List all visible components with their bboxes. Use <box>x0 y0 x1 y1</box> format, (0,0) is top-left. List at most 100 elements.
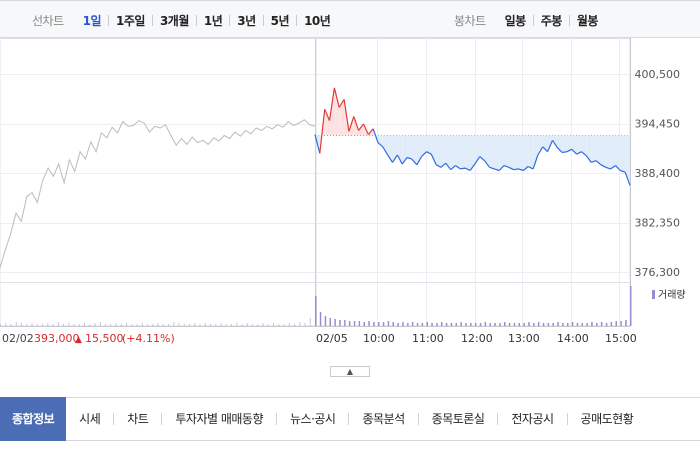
volume-bar <box>178 323 180 326</box>
volume-bar <box>36 324 38 326</box>
period-weekly[interactable]: 주봉 <box>540 13 563 28</box>
price-fill-segment <box>382 135 388 155</box>
divider <box>195 14 197 26</box>
today-line-segment <box>566 148 573 153</box>
chart-toolbar: 선차트 1일 1주일 3개월 1년 3년 5년 10년 봉차트 일봉 주봉 월봉 <box>0 0 700 38</box>
volume-bar <box>489 323 491 326</box>
today-line-segment <box>620 169 626 173</box>
tab-analysis[interactable]: 종목분석 <box>362 412 405 426</box>
volume-bar <box>315 296 317 326</box>
price-fill-segment <box>528 135 534 169</box>
volume-bar <box>21 323 22 326</box>
price-fill-segment <box>513 135 519 170</box>
volume-bar <box>294 324 295 326</box>
divider <box>161 413 163 425</box>
chart-grid <box>0 38 631 327</box>
volume-bar <box>278 324 280 326</box>
price-fill-segment <box>474 135 480 164</box>
candle-chart-label: 봉차트 <box>454 13 486 28</box>
price-fill-segment <box>571 135 577 155</box>
volume-bar <box>581 323 583 326</box>
volume-bar <box>373 322 375 326</box>
line-chart-label: 선차트 <box>32 13 64 28</box>
today-line-segment <box>479 156 485 162</box>
period-3y[interactable]: 3년 <box>237 13 256 28</box>
price-fill-segment <box>324 109 330 136</box>
period-10y[interactable]: 10년 <box>304 13 331 28</box>
tab-chart[interactable]: 차트 <box>127 412 149 426</box>
volume-bar <box>547 323 550 326</box>
volume-bar <box>470 323 472 326</box>
volume-bar <box>299 322 301 326</box>
price-fill-segment <box>600 135 606 168</box>
volume-bar <box>523 323 525 326</box>
today-line-segment <box>382 146 389 156</box>
period-1d[interactable]: 1일 <box>82 13 102 28</box>
volume-bar <box>344 320 346 326</box>
today-line-segment <box>440 162 447 168</box>
volume-bar <box>450 323 453 326</box>
volume-bar <box>528 322 530 326</box>
today-line-segment <box>367 128 374 135</box>
today-line-segment <box>474 156 481 165</box>
volume-bar <box>199 324 201 326</box>
price-fill-segment <box>334 87 340 136</box>
today-line-segment <box>527 165 534 170</box>
today-line-segment <box>523 166 529 171</box>
price-fill-segment <box>504 135 509 168</box>
price-chart: 400,500 394,450 388,400 382,350 376,300 02/0… <box>0 38 700 348</box>
tab-discussion[interactable]: 종목토론실 <box>431 412 485 426</box>
volume-bar <box>387 321 390 326</box>
today-line-segment <box>581 151 587 157</box>
price-fill-segment <box>319 109 325 154</box>
collapse-chart-button[interactable]: ▲ <box>330 366 370 377</box>
volume-bar <box>42 324 43 326</box>
period-5y[interactable]: 5년 <box>270 13 290 28</box>
tab-news[interactable]: 뉴스·공시 <box>290 412 336 426</box>
volume-bar <box>436 323 438 326</box>
period-3m[interactable]: 3개월 <box>159 13 189 28</box>
tab-quotes[interactable]: 시세 <box>79 412 101 426</box>
today-line-segment <box>464 167 471 172</box>
today-line-segment <box>353 116 360 131</box>
price-fill-areas <box>315 87 630 186</box>
volume-bar <box>625 320 627 326</box>
today-line-segment <box>430 153 437 166</box>
price-fill-segment <box>489 135 495 169</box>
info-change-pct: (+4.11%) <box>122 332 175 345</box>
period-monthly[interactable]: 월봉 <box>576 13 599 28</box>
today-line-segment <box>591 160 597 163</box>
period-1y[interactable]: 1년 <box>203 13 223 28</box>
volume-bar <box>173 322 175 326</box>
period-1w[interactable]: 1주일 <box>116 13 145 28</box>
volume-bar <box>267 324 269 326</box>
price-fill-segment <box>392 135 398 163</box>
volume-bar <box>304 323 306 326</box>
y-tick-label: 382,350 <box>635 217 681 230</box>
volume-bar <box>445 323 448 326</box>
volume-bar <box>262 323 264 326</box>
volume-bar <box>57 322 59 326</box>
price-fill-segment <box>605 135 611 169</box>
price-fill-segment <box>339 99 345 136</box>
divider <box>348 413 350 425</box>
price-fill-segment <box>523 135 529 171</box>
today-line-segment <box>396 154 403 165</box>
volume-bar <box>147 324 148 326</box>
today-line-segment <box>387 154 394 163</box>
volume-bar <box>382 322 385 326</box>
tab-overview[interactable]: 종합정보 <box>0 397 67 441</box>
tab-disclosure[interactable]: 전자공시 <box>511 412 554 426</box>
period-daily[interactable]: 일봉 <box>504 13 527 28</box>
today-line-segment <box>508 166 514 171</box>
divider <box>417 413 419 425</box>
price-fill-segment <box>460 135 466 169</box>
volume-bar <box>339 320 341 326</box>
today-line-segment <box>406 156 413 160</box>
tab-short-selling[interactable]: 공매도현황 <box>580 412 634 426</box>
price-fill-segment <box>615 135 621 171</box>
volume-bar <box>183 324 185 326</box>
volume-bar <box>94 323 96 326</box>
tab-investor-trading[interactable]: 투자자별 매매동향 <box>175 412 263 426</box>
